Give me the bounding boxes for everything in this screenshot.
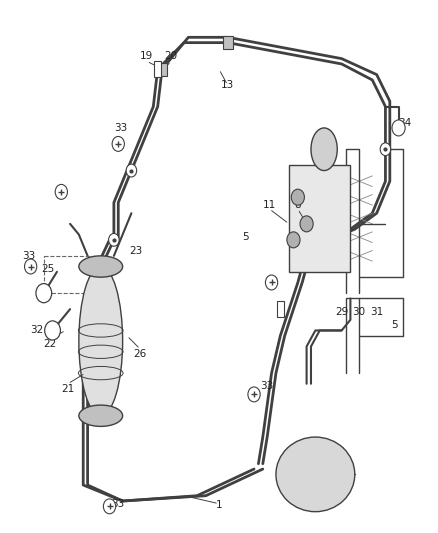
Circle shape <box>45 321 60 340</box>
Text: 30: 30 <box>353 307 366 317</box>
Circle shape <box>55 184 67 199</box>
Text: 1: 1 <box>215 500 223 510</box>
Text: 33: 33 <box>265 278 278 287</box>
Text: 8: 8 <box>294 200 301 210</box>
Text: 21: 21 <box>61 384 74 394</box>
Text: 5: 5 <box>391 320 398 330</box>
Text: 33: 33 <box>22 251 35 261</box>
Circle shape <box>392 120 405 136</box>
Circle shape <box>103 499 116 514</box>
Circle shape <box>248 387 260 402</box>
Circle shape <box>287 232 300 248</box>
Bar <box>157 63 167 76</box>
Ellipse shape <box>79 266 123 416</box>
Text: 33: 33 <box>112 499 125 508</box>
Ellipse shape <box>276 437 355 512</box>
Text: 11: 11 <box>263 200 276 210</box>
Text: 23: 23 <box>129 246 142 255</box>
Text: 5: 5 <box>242 232 249 242</box>
Bar <box>223 36 233 49</box>
FancyBboxPatch shape <box>289 165 350 272</box>
Bar <box>154 61 161 77</box>
Text: 20: 20 <box>164 51 177 61</box>
Ellipse shape <box>79 256 123 277</box>
Text: 25: 25 <box>42 264 55 274</box>
Text: 33: 33 <box>114 123 127 133</box>
Circle shape <box>112 136 124 151</box>
Circle shape <box>109 233 119 246</box>
Circle shape <box>265 275 278 290</box>
Text: 26: 26 <box>134 350 147 359</box>
Text: 31: 31 <box>370 307 383 317</box>
Text: 22: 22 <box>44 339 57 349</box>
Circle shape <box>291 189 304 205</box>
Circle shape <box>380 143 391 156</box>
Circle shape <box>300 216 313 232</box>
Text: 19: 19 <box>140 51 153 61</box>
Ellipse shape <box>311 128 337 171</box>
Text: 34: 34 <box>399 118 412 127</box>
Text: 13: 13 <box>221 80 234 90</box>
Circle shape <box>36 284 52 303</box>
Text: 29: 29 <box>335 307 348 317</box>
Circle shape <box>126 164 137 177</box>
Text: 32: 32 <box>31 326 44 335</box>
Ellipse shape <box>79 405 123 426</box>
Text: 33: 33 <box>261 382 274 391</box>
Circle shape <box>25 259 37 274</box>
Bar <box>277 301 284 317</box>
